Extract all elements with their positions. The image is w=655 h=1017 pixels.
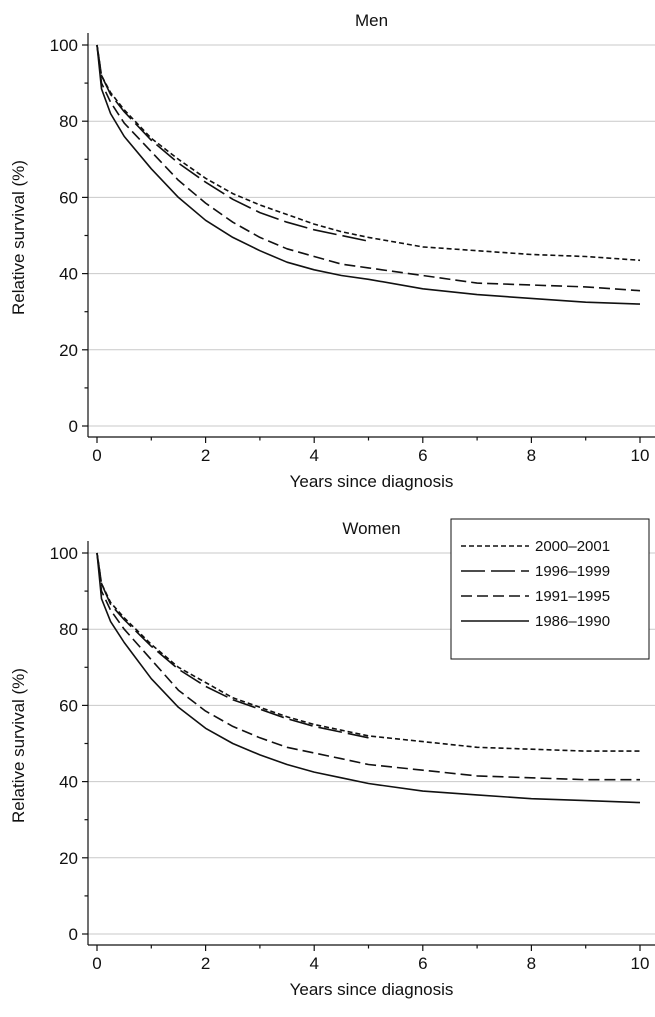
series-line-2000-2001: [96, 552, 640, 752]
x-tick-label: 10: [631, 954, 650, 973]
panel-0: 0 20 40 60 80 100 0 2 4 6 8 10 Men Years since diagno…: [9, 11, 655, 491]
x-tick-label: 0: [92, 954, 101, 973]
y-tick-label: 0: [69, 925, 78, 944]
x-tick-label: 2: [201, 446, 210, 465]
legend-box: [450, 518, 650, 660]
y-tick-label: 20: [59, 849, 78, 868]
x-tick-label: 0: [92, 446, 101, 465]
y-tick-label: 80: [59, 112, 78, 131]
panel-1: 0 20 40 60 80 100 0 2 4 6 8 10 Women Years since diag…: [9, 518, 655, 999]
y-tick-label: 20: [59, 341, 78, 360]
y-axis-label: Relative survival (%): [9, 160, 28, 315]
series-line-1996-1999: [96, 552, 369, 739]
x-tick-label: 4: [309, 446, 318, 465]
series-line-1996-1999: [96, 44, 369, 242]
series-line-1986-1990: [96, 552, 641, 804]
legend: 2000–2001 1996–1999 1991–1995 1986–1990: [450, 518, 650, 660]
series-line-2000-2001: [96, 44, 641, 262]
legend-label: 2000–2001: [535, 538, 610, 555]
x-tick-label: 6: [418, 446, 427, 465]
y-tick-label: 100: [50, 544, 78, 563]
panel-title: Men: [355, 11, 388, 30]
x-tick-label: 6: [418, 954, 427, 973]
legend-label: 1991–1995: [535, 588, 610, 605]
y-tick-label: 60: [59, 696, 78, 715]
series-line-1986-1990: [96, 44, 641, 305]
x-tick-label: 2: [201, 954, 210, 973]
legend-label: 1986–1990: [535, 613, 610, 630]
y-tick-label: 40: [59, 773, 78, 792]
y-tick-label: 100: [50, 36, 78, 55]
series-line-1991-1995: [96, 44, 641, 292]
x-axis-label: Years since diagnosis: [290, 472, 454, 491]
x-tick-label: 8: [527, 954, 536, 973]
x-tick-label: 4: [309, 954, 318, 973]
y-tick-label: 60: [59, 188, 78, 207]
x-tick-label: 8: [527, 446, 536, 465]
series-line-1991-1995: [96, 552, 640, 781]
panel-title: Women: [342, 519, 400, 538]
y-axis-label: Relative survival (%): [9, 668, 28, 823]
y-tick-label: 0: [69, 417, 78, 436]
x-axis-label: Years since diagnosis: [290, 980, 454, 999]
y-tick-label: 40: [59, 265, 78, 284]
y-tick-label: 80: [59, 620, 78, 639]
legend-label: 1996–1999: [535, 563, 610, 580]
x-tick-label: 10: [631, 446, 650, 465]
